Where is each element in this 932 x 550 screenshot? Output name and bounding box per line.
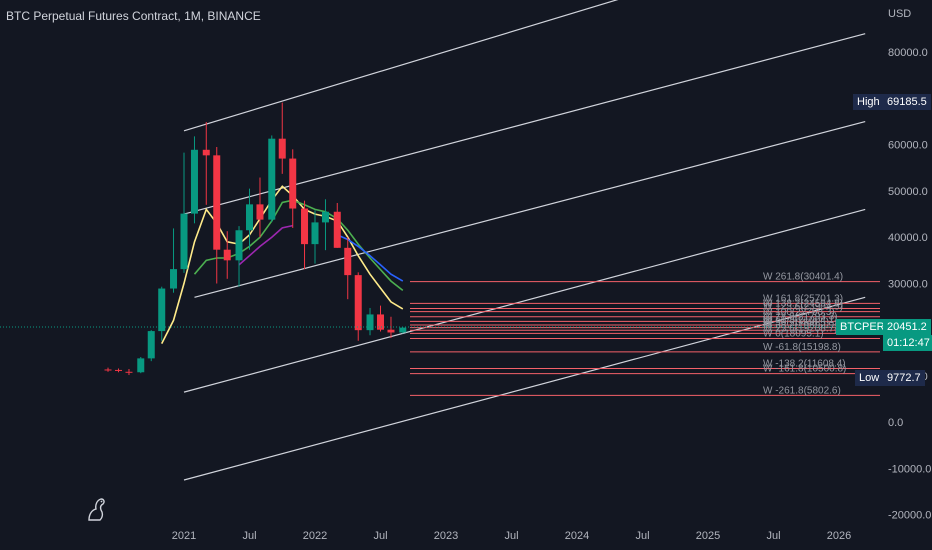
candle-1	[115, 368, 122, 373]
y-tick-label: 30000.0	[888, 278, 928, 290]
candle-14	[256, 177, 264, 238]
fib-label-7: W 50(20448.5)	[763, 318, 829, 329]
x-tick-label: Jul	[242, 530, 256, 542]
y-tick-label: 0.0	[888, 417, 903, 429]
y-tick-label: 80000.0	[888, 47, 928, 59]
candle-24	[366, 307, 374, 336]
x-axis[interactable]: 2021 Jul 2022 Jul 2023 Jul 2024 Jul 2025 Jul 2026	[172, 530, 851, 542]
y-tick-label: 50000.0	[888, 186, 928, 198]
fib-label-11: W -61.8(15198.8)	[763, 342, 841, 353]
fib-label-4: W 100(22798.3)	[763, 307, 835, 318]
currency-label: USD	[888, 8, 912, 20]
y-tick-label: 60000.0	[888, 140, 928, 152]
low-label-tag: Low	[855, 370, 884, 386]
candle-19	[311, 210, 319, 264]
low-value-tag: 9772.7	[883, 370, 925, 386]
candle-9	[202, 122, 210, 205]
x-tick-label: 2023	[434, 530, 458, 542]
candle-17	[289, 149, 297, 228]
fib-label-3: W 123.6(23904.5)	[763, 302, 843, 313]
y-tick-label: -20000.0	[888, 510, 931, 522]
fib-label-6: W 61.8(21004.1)	[763, 315, 838, 326]
channel-lines	[183, 0, 866, 481]
x-tick-label: 2022	[303, 530, 327, 542]
x-tick-label: 2024	[565, 530, 589, 542]
y-tick-label: -10000.0	[888, 463, 931, 475]
fib-label-14: W -261.8(5802.6)	[763, 385, 841, 396]
channel-line-0	[183, 0, 619, 132]
fib-label-0: W 261.8(30401.4)	[763, 272, 843, 283]
candle-12	[235, 226, 243, 287]
x-tick-label: Jul	[766, 530, 780, 542]
x-tick-label: 2026	[827, 530, 851, 542]
x-tick-label: Jul	[504, 530, 518, 542]
last-price-tag: 20451.2	[883, 319, 931, 335]
fib-label-13: W -161.8(10500.8)	[763, 364, 846, 375]
x-tick-label: Jul	[373, 530, 387, 542]
candle-7	[180, 152, 188, 273]
fib-levels: W 261.8(30401.4) W 161.8(25701.3)W 138.2(…	[410, 272, 880, 396]
candle-4	[147, 330, 155, 362]
candle-21	[333, 202, 341, 248]
channel-line-3	[183, 208, 866, 393]
candle-6	[170, 228, 178, 293]
fib-label-10: W 0(18095.1)	[763, 329, 824, 340]
fib-label-2: W 138.2(24594.8)	[763, 298, 843, 309]
fib-label-5: W 78.6(21793.3)	[763, 311, 838, 322]
candle-10	[213, 147, 221, 284]
x-tick-label: 2025	[696, 530, 720, 542]
candle-25	[377, 305, 384, 332]
candle-13	[246, 188, 253, 250]
candle-3	[137, 356, 145, 374]
countdown-tag: 01:12:47	[883, 335, 932, 351]
moving-average-0	[160, 185, 404, 344]
channel-line-2	[194, 120, 866, 298]
chart-title: BTC Perpetual Futures Contract, 1M, BINA…	[6, 9, 261, 23]
candle-23	[354, 272, 362, 341]
moving-average-2	[238, 224, 293, 266]
fib-label-1: W 161.8(25701.3)	[763, 293, 843, 304]
candle-11	[223, 231, 231, 279]
fib-label-8: W 38.2(19892.9)	[763, 320, 838, 331]
candle-0	[104, 367, 112, 372]
symbol-tag: BTCPERP	[836, 319, 896, 335]
candle-16	[278, 102, 286, 174]
x-tick-label: 2021	[172, 530, 196, 542]
channel-line-1	[183, 33, 866, 215]
fib-label-12: W -138.2(11608.4)	[763, 359, 846, 370]
tradingview-logo-icon[interactable]	[86, 496, 108, 522]
candle-2	[125, 369, 133, 376]
candle-27	[399, 327, 407, 334]
candles	[104, 102, 407, 376]
candle-5	[158, 286, 166, 341]
candle-8	[190, 136, 198, 224]
high-label-tag: High	[853, 94, 884, 110]
y-axis[interactable]: 80000.070000.060000.050000.040000.030000…	[888, 47, 931, 522]
candle-15	[268, 135, 276, 222]
candle-20	[321, 199, 329, 251]
fib-label-9: W 23.6(19208.7)	[763, 323, 838, 334]
y-tick-label: 40000.0	[888, 232, 928, 244]
high-value-tag: 69185.5	[883, 94, 931, 110]
x-tick-label: Jul	[635, 530, 649, 542]
candle-18	[301, 200, 309, 270]
candle-22	[344, 237, 352, 300]
